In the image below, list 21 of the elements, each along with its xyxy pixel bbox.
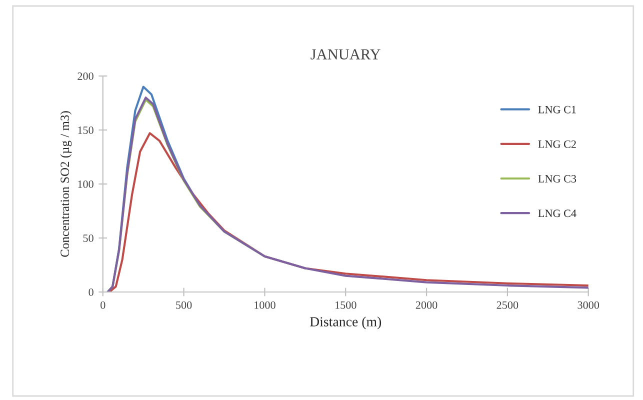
x-tick-label: 1000 bbox=[254, 301, 276, 309]
y-tick-label: 200 bbox=[78, 72, 94, 80]
legend-label: LNG C2 bbox=[538, 140, 576, 148]
y-tick-label: 50 bbox=[83, 234, 94, 242]
x-tick-label: 0 bbox=[100, 301, 106, 309]
legend-label: LNG C3 bbox=[538, 175, 576, 183]
x-axis-title: Distance (m) bbox=[310, 316, 382, 330]
chart-title: JANUARY bbox=[310, 49, 380, 60]
line-series bbox=[106, 96, 588, 292]
legend-label: LNG C4 bbox=[538, 210, 576, 218]
x-tick-label: 3000 bbox=[578, 301, 600, 309]
line-series bbox=[108, 132, 588, 292]
y-tick-label: 0 bbox=[88, 288, 94, 296]
y-axis-title: Concentration SO2 (µg / m3) bbox=[60, 111, 72, 257]
y-tick-label: 150 bbox=[78, 126, 94, 134]
x-tick-label: 2000 bbox=[416, 301, 438, 309]
legend-label: LNG C1 bbox=[538, 106, 576, 114]
x-tick-label: 1500 bbox=[335, 301, 356, 309]
x-tick-label: 500 bbox=[176, 301, 192, 309]
y-tick-label: 100 bbox=[78, 180, 94, 188]
x-tick-label: 2500 bbox=[496, 301, 518, 309]
